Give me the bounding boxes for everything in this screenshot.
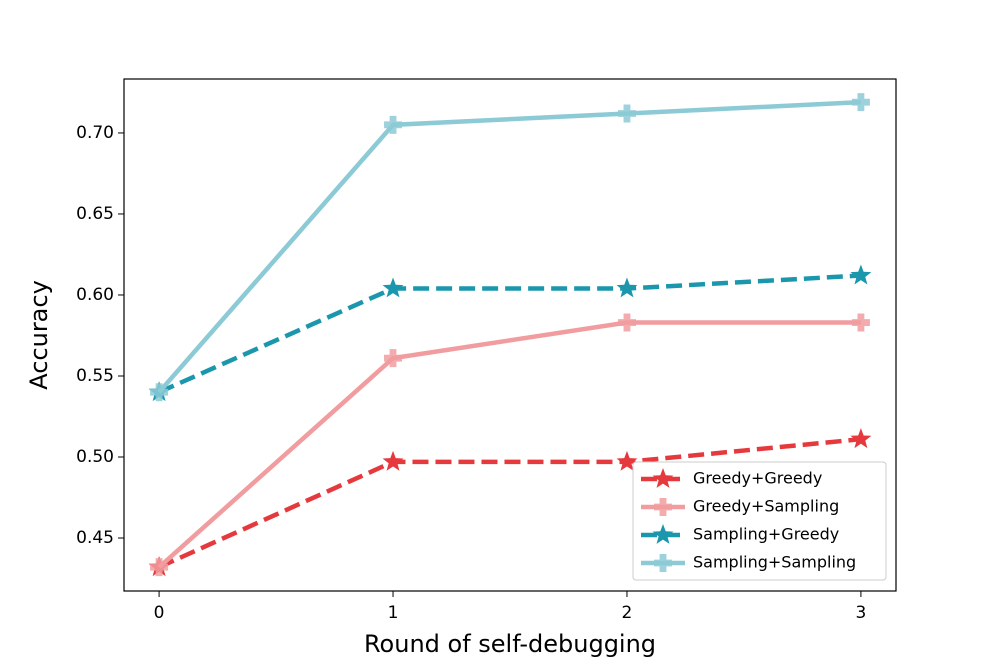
point — [382, 450, 404, 471]
y-tick-label: 0.55 — [76, 366, 114, 386]
point — [384, 115, 403, 134]
point — [150, 383, 169, 402]
legend-marker — [652, 468, 674, 488]
x-axis-label: Round of self-debugging — [364, 630, 656, 658]
legend-marker — [654, 498, 672, 516]
series-line — [158, 436, 862, 570]
plot-frame — [123, 78, 897, 592]
x-tick-label: 3 — [855, 603, 866, 623]
point — [616, 277, 638, 298]
series-line — [157, 99, 862, 394]
y-tick-label: 0.60 — [76, 285, 114, 305]
series-line — [157, 320, 861, 569]
y-tick-label: 0.70 — [76, 123, 114, 143]
x-tick-label: 0 — [154, 603, 165, 623]
point — [850, 264, 872, 285]
legend-label: Sampling+Sampling — [693, 553, 856, 572]
y-tick-label: 0.45 — [76, 528, 114, 548]
legend-label: Greedy+Sampling — [693, 497, 839, 516]
point — [617, 104, 636, 123]
point — [150, 558, 169, 577]
x-tick-label: 2 — [622, 603, 633, 623]
legend-label: Sampling+Greedy — [693, 525, 839, 544]
legend-marker — [652, 524, 674, 544]
legend-marker — [654, 554, 672, 572]
point — [850, 428, 872, 449]
legend-box — [632, 461, 887, 581]
y-axis-label: Accuracy — [25, 280, 53, 390]
point — [617, 313, 636, 332]
series-line — [158, 273, 862, 395]
point — [616, 450, 638, 471]
x-tick-label: 1 — [388, 603, 399, 623]
legend-label: Greedy+Greedy — [693, 469, 822, 488]
point — [851, 93, 870, 112]
point — [382, 277, 404, 298]
y-tick-label: 0.50 — [76, 447, 114, 467]
y-tick-label: 0.65 — [76, 204, 114, 224]
point — [851, 313, 870, 332]
point — [384, 349, 403, 368]
